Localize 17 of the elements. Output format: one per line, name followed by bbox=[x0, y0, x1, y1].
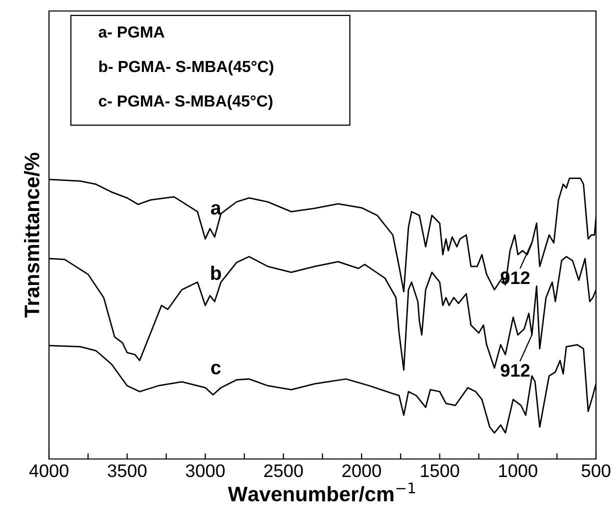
x-tick-label: 2500 bbox=[264, 464, 303, 478]
x-tick-label: 1500 bbox=[421, 464, 460, 478]
text: b- PGMA- S-MBA(45°C) bbox=[99, 60, 274, 76]
y-axis-title: Transmittance/% bbox=[24, 152, 40, 318]
series-label: b bbox=[211, 266, 221, 280]
text: c- PGMA- S-MBA(45°C) bbox=[98, 94, 272, 110]
x-tick-label: 4000 bbox=[29, 464, 68, 478]
x-tick-label: 1000 bbox=[499, 464, 538, 478]
x-tick-label: 500 bbox=[582, 464, 610, 478]
x-tick-label: 2000 bbox=[342, 464, 381, 478]
x-tick-label: 3500 bbox=[108, 464, 147, 478]
x-tick-label: 3000 bbox=[186, 464, 225, 478]
x-axis-title: Wavenumber/cm$^{−1}$ bbox=[228, 482, 415, 502]
annotation: 912 bbox=[500, 364, 530, 377]
series-label: c bbox=[211, 364, 221, 374]
text: a- PGMA bbox=[98, 26, 164, 38]
series-label: a bbox=[211, 204, 222, 215]
